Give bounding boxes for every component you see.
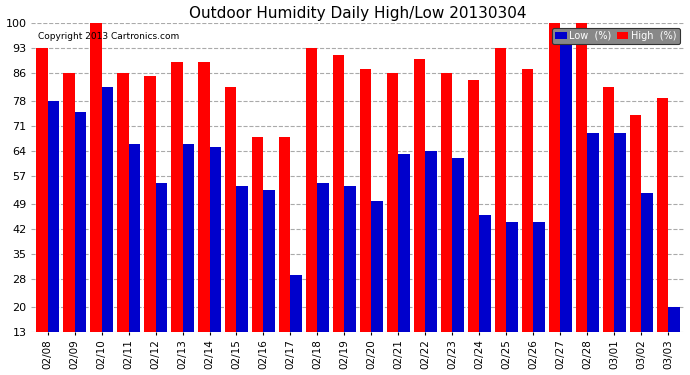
Bar [441, 73, 453, 332]
Bar [426, 151, 437, 332]
Bar [480, 215, 491, 332]
Bar [495, 48, 506, 332]
Bar [155, 183, 167, 332]
Bar [117, 73, 128, 332]
Bar [414, 58, 426, 332]
Bar [549, 23, 560, 332]
Bar [614, 133, 626, 332]
Bar [171, 62, 183, 332]
Bar [522, 69, 533, 332]
Bar [576, 23, 587, 332]
Bar [453, 158, 464, 332]
Bar [506, 222, 518, 332]
Bar [252, 137, 264, 332]
Bar [344, 186, 356, 332]
Bar [225, 87, 237, 332]
Bar [306, 48, 317, 332]
Bar [587, 133, 599, 332]
Bar [101, 87, 113, 332]
Bar [75, 112, 86, 332]
Title: Outdoor Humidity Daily High/Low 20130304: Outdoor Humidity Daily High/Low 20130304 [189, 6, 526, 21]
Bar [603, 87, 614, 332]
Bar [198, 62, 210, 332]
Bar [533, 222, 544, 332]
Bar [37, 48, 48, 332]
Bar [360, 69, 371, 332]
Bar [144, 76, 155, 332]
Bar [468, 80, 480, 332]
Bar [183, 144, 194, 332]
Bar [279, 137, 290, 332]
Bar [668, 307, 680, 332]
Bar [371, 201, 383, 332]
Bar [264, 190, 275, 332]
Bar [398, 154, 410, 332]
Bar [90, 23, 101, 332]
Text: Copyright 2013 Cartronics.com: Copyright 2013 Cartronics.com [38, 32, 179, 41]
Bar [63, 73, 75, 332]
Bar [641, 194, 653, 332]
Bar [630, 116, 641, 332]
Bar [48, 101, 59, 332]
Bar [387, 73, 398, 332]
Bar [290, 275, 302, 332]
Legend: Low  (%), High  (%): Low (%), High (%) [552, 28, 680, 44]
Bar [128, 144, 140, 332]
Bar [560, 30, 571, 332]
Bar [237, 186, 248, 332]
Bar [657, 98, 668, 332]
Bar [317, 183, 329, 332]
Bar [210, 147, 221, 332]
Bar [333, 55, 344, 332]
